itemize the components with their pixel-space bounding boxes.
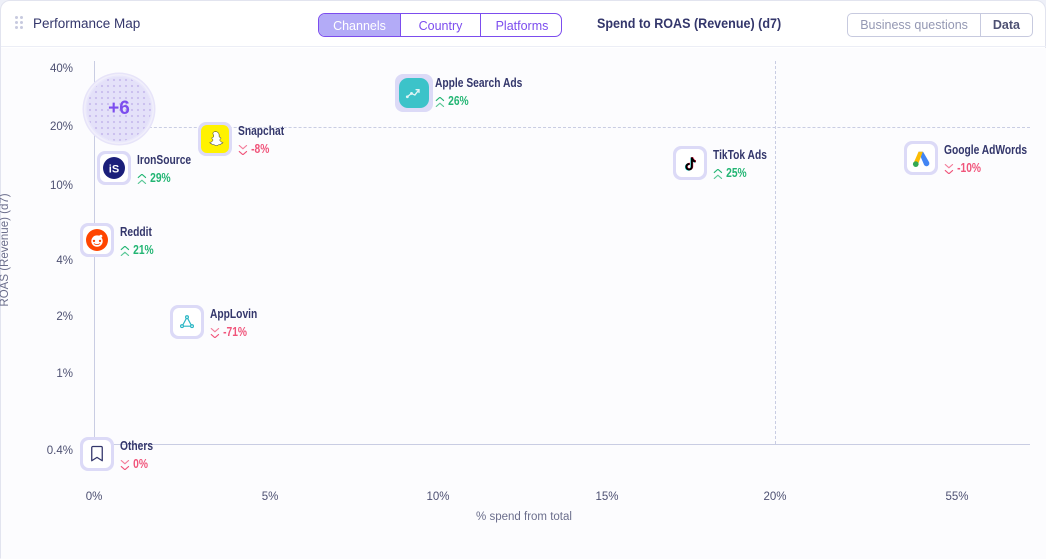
svg-text:iS: iS bbox=[109, 164, 119, 176]
